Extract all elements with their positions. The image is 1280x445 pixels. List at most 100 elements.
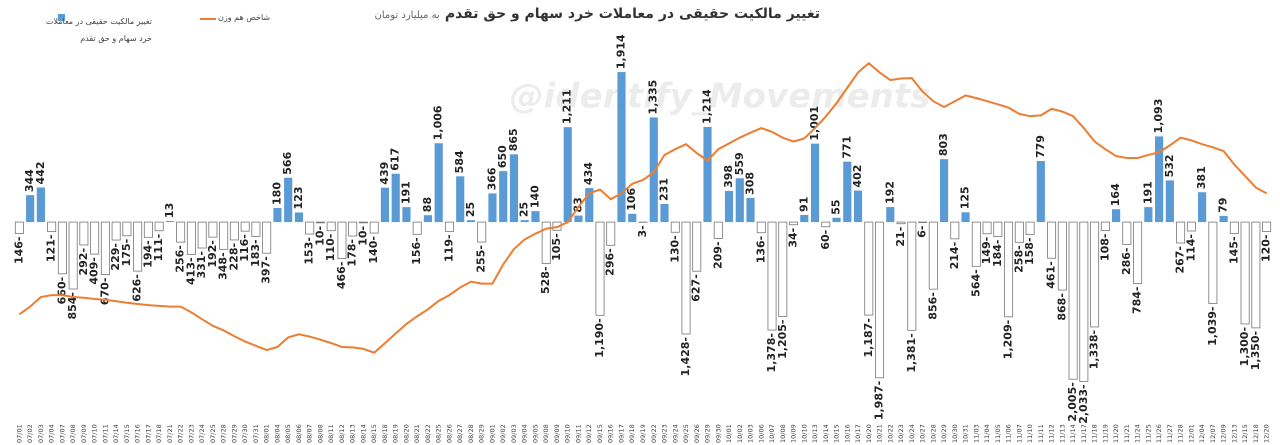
data-label: 409- (88, 257, 101, 285)
data-label: 803 (937, 133, 950, 156)
x-tick-label: 11/24 (1134, 424, 1142, 443)
bar (628, 213, 637, 223)
bar (875, 221, 885, 379)
x-tick-label: 11/14 (1069, 424, 1077, 443)
x-tick-label: 11/17 (1080, 424, 1088, 443)
x-tick-label: 11/06 (1005, 424, 1013, 443)
bar (1068, 221, 1078, 380)
data-label: 13 (163, 203, 176, 218)
data-label: 779 (1034, 135, 1047, 158)
data-label: 381 (1195, 166, 1208, 189)
x-tick-label: 08/07 (306, 424, 314, 443)
bar (14, 221, 24, 234)
x-tick-label: 07/04 (48, 424, 56, 443)
bar (1251, 221, 1261, 329)
data-label: 149- (980, 237, 993, 265)
x-tick-label: 07/31 (252, 424, 260, 443)
x-tick-label: 09/25 (682, 424, 690, 443)
data-label: 331- (195, 251, 208, 279)
x-tick-label: 09/10 (564, 424, 572, 443)
x-tick-label: 08/21 (413, 424, 421, 443)
data-label: 566 (281, 151, 294, 174)
bar (971, 221, 981, 267)
data-label: 286- (1120, 247, 1133, 275)
x-tick-label: 07/11 (101, 424, 109, 443)
x-tick-label: 07/18 (155, 424, 163, 443)
bar (1229, 221, 1239, 234)
x-tick-label: 07/24 (198, 424, 206, 443)
x-tick-label: 09/05 (531, 424, 539, 443)
bar (369, 221, 379, 234)
x-tick-label: 08/01 (263, 424, 271, 443)
x-tick-label: 07/08 (69, 424, 77, 443)
bar (348, 221, 358, 237)
bar (176, 221, 186, 243)
bar (907, 221, 917, 331)
bar (57, 221, 67, 275)
bar (36, 187, 45, 223)
data-label: 532 (1163, 154, 1176, 177)
x-tick-label: 09/03 (510, 424, 518, 443)
data-label: 617 (389, 148, 402, 171)
bar (229, 221, 239, 241)
data-label: 116- (238, 234, 251, 262)
data-label: 660- (55, 277, 68, 305)
bar (961, 212, 970, 223)
data-label: 1,039- (1206, 307, 1219, 346)
x-tick-label: 11/13 (1058, 424, 1066, 443)
data-label: 292- (77, 248, 90, 276)
bar (520, 220, 529, 223)
x-tick-label: 12/09 (1220, 424, 1228, 443)
data-label: 156- (410, 237, 423, 265)
data-label: 229- (109, 243, 122, 271)
x-tick-label: 09/09 (553, 424, 561, 443)
data-label: 1,209- (1002, 320, 1015, 359)
data-label: 434 (582, 162, 595, 185)
data-label: 25 (518, 202, 531, 217)
x-tick-label: 08/15 (370, 424, 378, 443)
x-tick-label: 09/23 (661, 424, 669, 443)
x-tick-label: 10/24 (908, 424, 916, 443)
data-label: 1,205- (776, 320, 789, 359)
data-label: 1,378- (765, 333, 778, 372)
data-label: 564- (969, 269, 982, 297)
x-tick-label: 09/29 (704, 424, 712, 443)
bar (950, 221, 960, 240)
data-label: 650 (496, 145, 509, 168)
line-series (18, 61, 1268, 354)
data-label: 194- (141, 240, 154, 268)
bar (402, 207, 411, 223)
x-tick-label: 07/09 (80, 424, 88, 443)
data-label: 21- (894, 227, 907, 247)
data-label: 106 (625, 187, 638, 210)
data-label: 6- (916, 226, 929, 238)
data-label: 34- (787, 228, 800, 248)
bar (466, 220, 476, 223)
data-label: 1,428- (679, 337, 692, 376)
bar (1079, 221, 1089, 382)
data-label: 442 (34, 161, 47, 184)
data-label: 670- (98, 278, 111, 306)
x-tick-label: 08/22 (424, 424, 432, 443)
data-label: 559 (733, 152, 746, 175)
bar (864, 221, 874, 316)
data-label: 88 (421, 197, 434, 212)
bar (767, 221, 777, 331)
bar (563, 127, 572, 223)
x-tick-label: 09/01 (488, 424, 496, 443)
x-tick-label: 08/19 (392, 424, 400, 443)
bar (595, 221, 605, 316)
bar (1004, 221, 1014, 318)
x-tick-label: 07/21 (166, 424, 174, 443)
chart-title: تغییر مالکیت حقیقی در معاملات خرد سهام و… (444, 6, 820, 22)
data-label: 120- (1260, 234, 1273, 262)
data-label: 178- (346, 239, 359, 267)
bar (928, 221, 938, 290)
bar (284, 177, 293, 223)
data-label: 146- (12, 237, 25, 265)
x-tick-label: 09/22 (650, 424, 658, 443)
data-label: 183- (249, 239, 262, 267)
data-label: 344 (23, 169, 36, 192)
